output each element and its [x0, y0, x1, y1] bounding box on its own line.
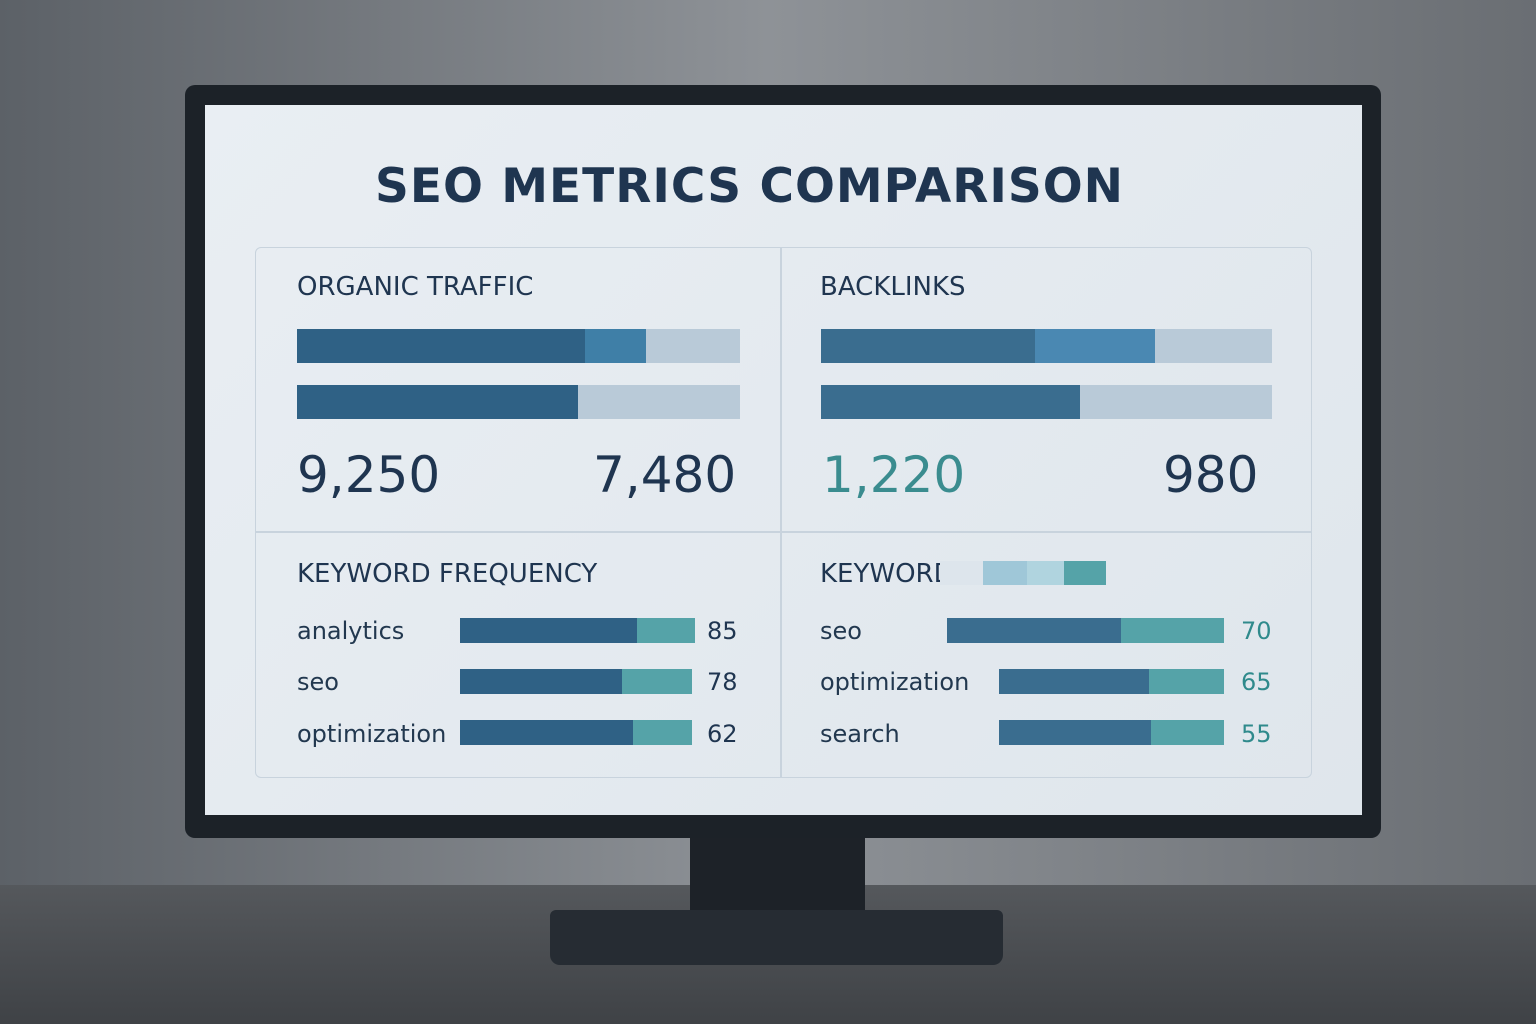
bar-segment — [1035, 329, 1155, 363]
bar-segment — [460, 618, 637, 643]
bar-segment — [947, 618, 1121, 643]
panel-title: ORGANIC TRAFFIC — [297, 272, 534, 302]
monitor-stand — [690, 837, 865, 917]
keyword-count: 55 — [1241, 720, 1272, 748]
keyword: analytics — [297, 617, 405, 645]
divider — [780, 247, 782, 778]
bar-segment — [999, 720, 1151, 745]
bar-segment — [460, 669, 622, 694]
keyword-count: 85 — [707, 617, 738, 645]
metric-value: 7,480 — [593, 446, 737, 504]
monitor-base — [550, 910, 1003, 965]
keyword-count: 78 — [707, 668, 738, 696]
bar-segment — [297, 385, 578, 419]
divider — [255, 531, 1312, 533]
dashboard-title: SEO METRICS COMPARISON — [375, 159, 1125, 214]
bar-segment — [585, 329, 646, 363]
header-decoration — [983, 561, 1027, 585]
bar-segment — [460, 720, 633, 745]
bar-segment — [821, 329, 1035, 363]
keyword-count: 62 — [707, 720, 738, 748]
panel-grid — [255, 247, 1312, 778]
keyword: seo — [297, 668, 339, 696]
header-decoration — [1064, 561, 1106, 585]
bar-segment — [999, 669, 1149, 694]
metric-value: 980 — [1163, 446, 1259, 504]
metric-value: 1,220 — [822, 446, 966, 504]
keyword: optimization — [820, 668, 970, 696]
keyword-count: 65 — [1241, 668, 1272, 696]
header-decoration — [940, 561, 983, 585]
keyword-count: 70 — [1241, 617, 1272, 645]
metric-value: 9,250 — [297, 446, 441, 504]
keyword: optimization — [297, 720, 447, 748]
panel-title: KEYWORD FREQUENCY — [297, 559, 598, 589]
bar-segment — [821, 385, 1080, 419]
screen — [205, 105, 1362, 815]
keyword: search — [820, 720, 900, 748]
panel-title: KEYWORD — [820, 559, 954, 589]
header-decoration — [1027, 561, 1064, 585]
keyword: seo — [820, 617, 862, 645]
bar-segment — [297, 329, 585, 363]
panel-title: BACKLINKS — [820, 272, 966, 302]
